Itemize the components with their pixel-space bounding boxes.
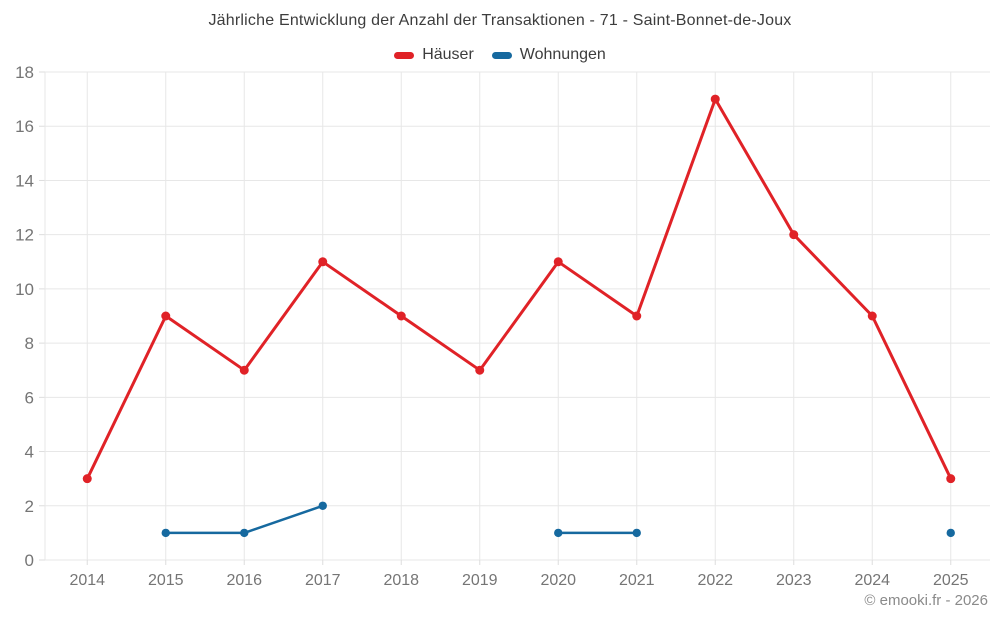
y-axis-tick-label: 0	[25, 551, 34, 570]
y-axis-tick-label: 4	[25, 443, 34, 462]
data-point-marker	[632, 528, 641, 538]
legend-item-haeuser[interactable]: Häuser	[394, 46, 474, 64]
x-axis-tick-label: 2023	[776, 572, 812, 589]
data-point-marker	[161, 311, 171, 321]
x-axis-tick-label: 2024	[854, 572, 890, 589]
x-axis-tick-label: 2015	[148, 572, 184, 589]
wohnungen-series-swatch-icon	[491, 51, 512, 59]
data-point-marker	[396, 311, 406, 321]
data-point-marker	[161, 528, 170, 538]
y-axis-tick-label: 14	[15, 171, 34, 190]
chart-legend: Häuser Wohnungen	[0, 46, 1000, 64]
x-axis-tick-label: 2017	[305, 572, 341, 589]
legend-label-haeuser: Häuser	[422, 46, 474, 63]
data-point-marker	[318, 257, 328, 267]
y-axis-tick-label: 6	[25, 388, 34, 407]
series-line	[85, 97, 953, 481]
y-axis-tick-label: 10	[15, 280, 34, 299]
data-point-marker	[867, 311, 877, 321]
x-axis-tick-label: 2021	[619, 572, 655, 589]
y-axis-tick-label: 2	[25, 497, 34, 516]
data-point-marker	[710, 94, 720, 104]
y-axis-tick-label: 16	[15, 117, 34, 136]
data-point-marker	[475, 365, 485, 375]
haeuser-series-swatch-icon	[394, 51, 415, 59]
data-point-marker	[554, 528, 563, 538]
y-axis-tick-label: 18	[15, 63, 34, 82]
data-point-marker	[553, 257, 563, 267]
x-axis-tick-label: 2022	[697, 572, 733, 589]
data-point-marker	[946, 474, 956, 484]
legend-label-wohnungen: Wohnungen	[519, 46, 606, 63]
copyright-footer: © emooki.fr - 2026	[864, 592, 988, 609]
x-axis-tick-label: 2020	[540, 572, 576, 589]
data-point-marker	[240, 528, 249, 538]
data-point-marker	[789, 230, 799, 240]
data-point-marker	[82, 474, 92, 484]
x-axis-tick-label: 2019	[462, 572, 498, 589]
legend-item-wohnungen[interactable]: Wohnungen	[491, 46, 606, 64]
data-point-marker	[239, 365, 249, 375]
y-axis-tick-label: 8	[25, 334, 34, 353]
x-axis-tick-label: 2018	[383, 572, 419, 589]
data-point-marker	[318, 501, 327, 510]
chart-title: Jährliche Entwicklung der Anzahl der Tra…	[208, 12, 792, 29]
x-axis-tick-label: 2016	[226, 572, 262, 589]
x-axis-tick-label: 2025	[933, 572, 969, 589]
data-point-marker	[946, 528, 955, 538]
data-point-marker	[632, 311, 642, 321]
y-axis-tick-label: 12	[15, 226, 34, 245]
x-axis-tick-label: 2014	[69, 572, 105, 589]
